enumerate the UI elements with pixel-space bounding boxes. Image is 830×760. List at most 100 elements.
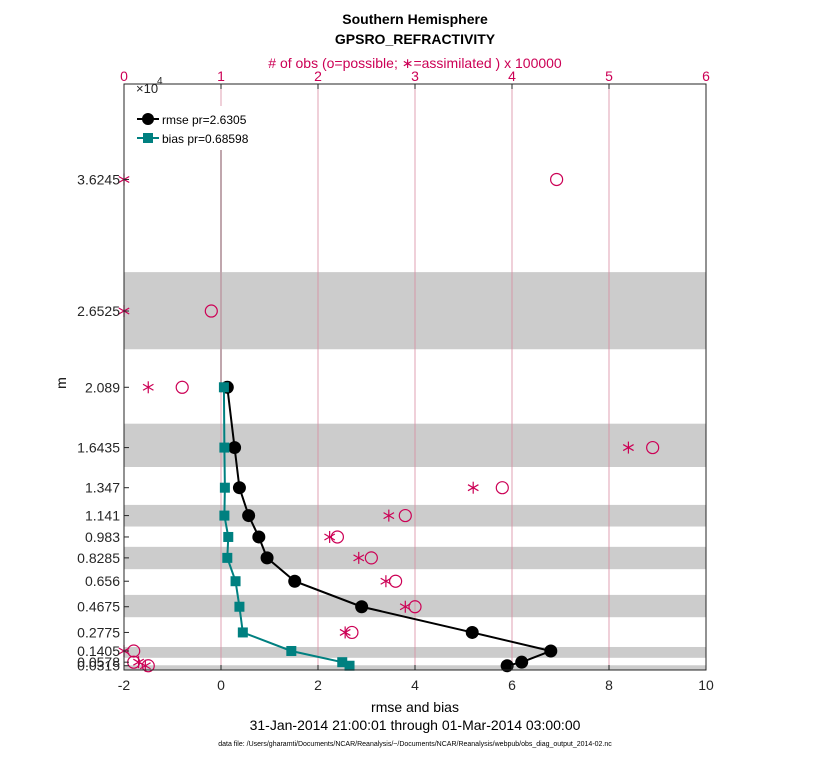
axes-layer: -2 0 2 4 6 8 10 0 1 2 3 4 5 6 3.6245 2.6525 2.089 1.6435 1… [77,68,714,693]
bias-point-2 [219,482,230,493]
obs-assimilated-stroke-13-2 [139,662,151,670]
obs-possible-point-13 [141,659,155,673]
legend-bias-marker [143,133,153,143]
obs-possible-point-1 [204,304,218,318]
legend: rmse pr=2.6305 bias pr=0.68598 [132,106,292,150]
bias-point-6 [230,576,241,587]
rmse-point-8 [465,625,479,639]
rmse-point-11 [500,659,514,673]
y-tick-label-2: 2.089 [85,379,120,395]
obs-possible-point-3 [646,440,660,455]
rmse-point-2 [232,481,246,495]
top-axis-multiplier: ×10 [136,81,158,96]
x-tick-label-10: 10 [698,677,714,693]
y-tick-label-11: 0.1405 [77,643,120,659]
obs-assimilated-point-4 [467,481,479,494]
y-tick-label-8: 0.656 [85,573,120,589]
obs-possible-point-0 [550,172,564,187]
x-axis-label: rmse and bias [371,699,459,715]
obs-assimilated-stroke-3-2 [622,444,634,452]
obs-assimilated-stroke-12-2 [133,658,145,666]
top-tick-label-4: 4 [508,68,516,84]
x-tick-label-0: 0 [217,677,225,693]
obs-possible-point-6 [330,530,344,544]
top-tick-label-6: 6 [702,68,710,84]
y-tick-label-1: 2.6525 [77,303,120,319]
obs-assimilated-point-3 [622,441,634,454]
rmse-point-5 [260,551,274,565]
obs-assimilated-point-9 [399,600,411,613]
legend-bias-label: bias pr=0.68598 [162,132,249,146]
data-file-footnote: data file: /Users/gharamti/Documents/NCA… [218,741,612,748]
rmse-point-1 [228,441,242,455]
obs-possible-point-9 [408,600,422,614]
top-axis-multiplier-exponent: 4 [157,76,163,87]
obs-assimilated-point-6 [324,530,336,543]
obs-assimilated-point-7 [353,551,365,564]
bias-point-8 [237,627,248,638]
obs-assimilated-stroke-7-2 [353,554,365,562]
y-tick-label-3: 1.6435 [77,440,120,456]
rmse-point-3 [242,509,256,523]
obs-layer [118,172,660,673]
bias-point-0 [218,382,229,393]
x-tick-label-8: 8 [605,677,613,693]
obs-assimilated-point-8 [380,575,392,588]
chart-title-line2: GPSRO_REFRACTIVITY [335,31,496,47]
obs-assimilated-stroke-2-2 [142,383,154,391]
obs-assimilated-stroke-6-2 [324,533,336,541]
bias-point-9 [286,645,297,656]
y-tick-label-9: 0.4675 [77,599,120,615]
rmse-point-9 [544,644,558,658]
obs-assimilated-point-2 [142,381,154,394]
obs-assimilated-stroke-9-2 [399,603,411,611]
x-tick-label-2: 2 [314,677,322,693]
y-tick-label-6: 0.983 [85,529,120,545]
x-tick-label-6: 6 [508,677,516,693]
y-tick-label-10: 0.2775 [77,624,120,640]
bias-point-4 [223,531,234,542]
y-axis-label: m [53,377,69,389]
obs-possible-point-2 [175,380,189,394]
bias-point-3 [219,510,230,521]
x-tick-label-4: 4 [411,677,419,693]
bias-point-10 [337,657,348,668]
chart-title-line1: Southern Hemisphere [342,11,488,27]
y-tick-label-12: 0.0578 [77,654,120,670]
date-range: 31-Jan-2014 21:00:01 through 01-Mar-2014… [250,717,581,733]
obs-assimilated-point-10 [339,626,351,639]
obs-assimilated-stroke-4-2 [467,484,479,492]
top-tick-label-0: 0 [120,68,128,84]
top-tick-label-1: 1 [217,68,225,84]
legend-rmse-label: rmse pr=2.6305 [162,113,247,127]
y-tick-label-13: 0.0315 [77,658,120,674]
rmse-point-4 [252,530,266,544]
top-tick-label-2: 2 [314,68,322,84]
obs-assimilated-point-5 [383,509,395,522]
rmse-point-6 [288,574,302,588]
y-tick-label-5: 1.141 [85,508,120,524]
bias-point-1 [219,442,230,453]
legend-box [132,106,292,150]
obs-assimilated-stroke-10-2 [339,628,351,636]
series-line-1 [222,387,350,667]
obs-possible-point-4 [495,481,509,495]
obs-assimilated-stroke-8-2 [380,577,392,585]
obs-possible-point-8 [389,574,403,588]
obs-possible-point-7 [364,551,378,565]
obs-assimilated-stroke-5-2 [383,512,395,520]
bias-point-7 [234,601,245,612]
obs-possible-point-5 [398,508,412,523]
y-tick-label-0: 3.6245 [77,171,120,187]
y-tick-label-7: 0.8285 [77,550,120,566]
top-tick-label-5: 5 [605,68,613,84]
rmse-point-10 [515,655,529,669]
bias-point-5 [222,552,233,563]
bias-point-11 [344,660,355,671]
rmse-point-7 [355,600,369,614]
x-tick-label--2: -2 [118,677,131,693]
y-tick-label-4: 1.347 [85,480,120,496]
series-layer [218,380,558,673]
top-tick-label-3: 3 [411,68,419,84]
